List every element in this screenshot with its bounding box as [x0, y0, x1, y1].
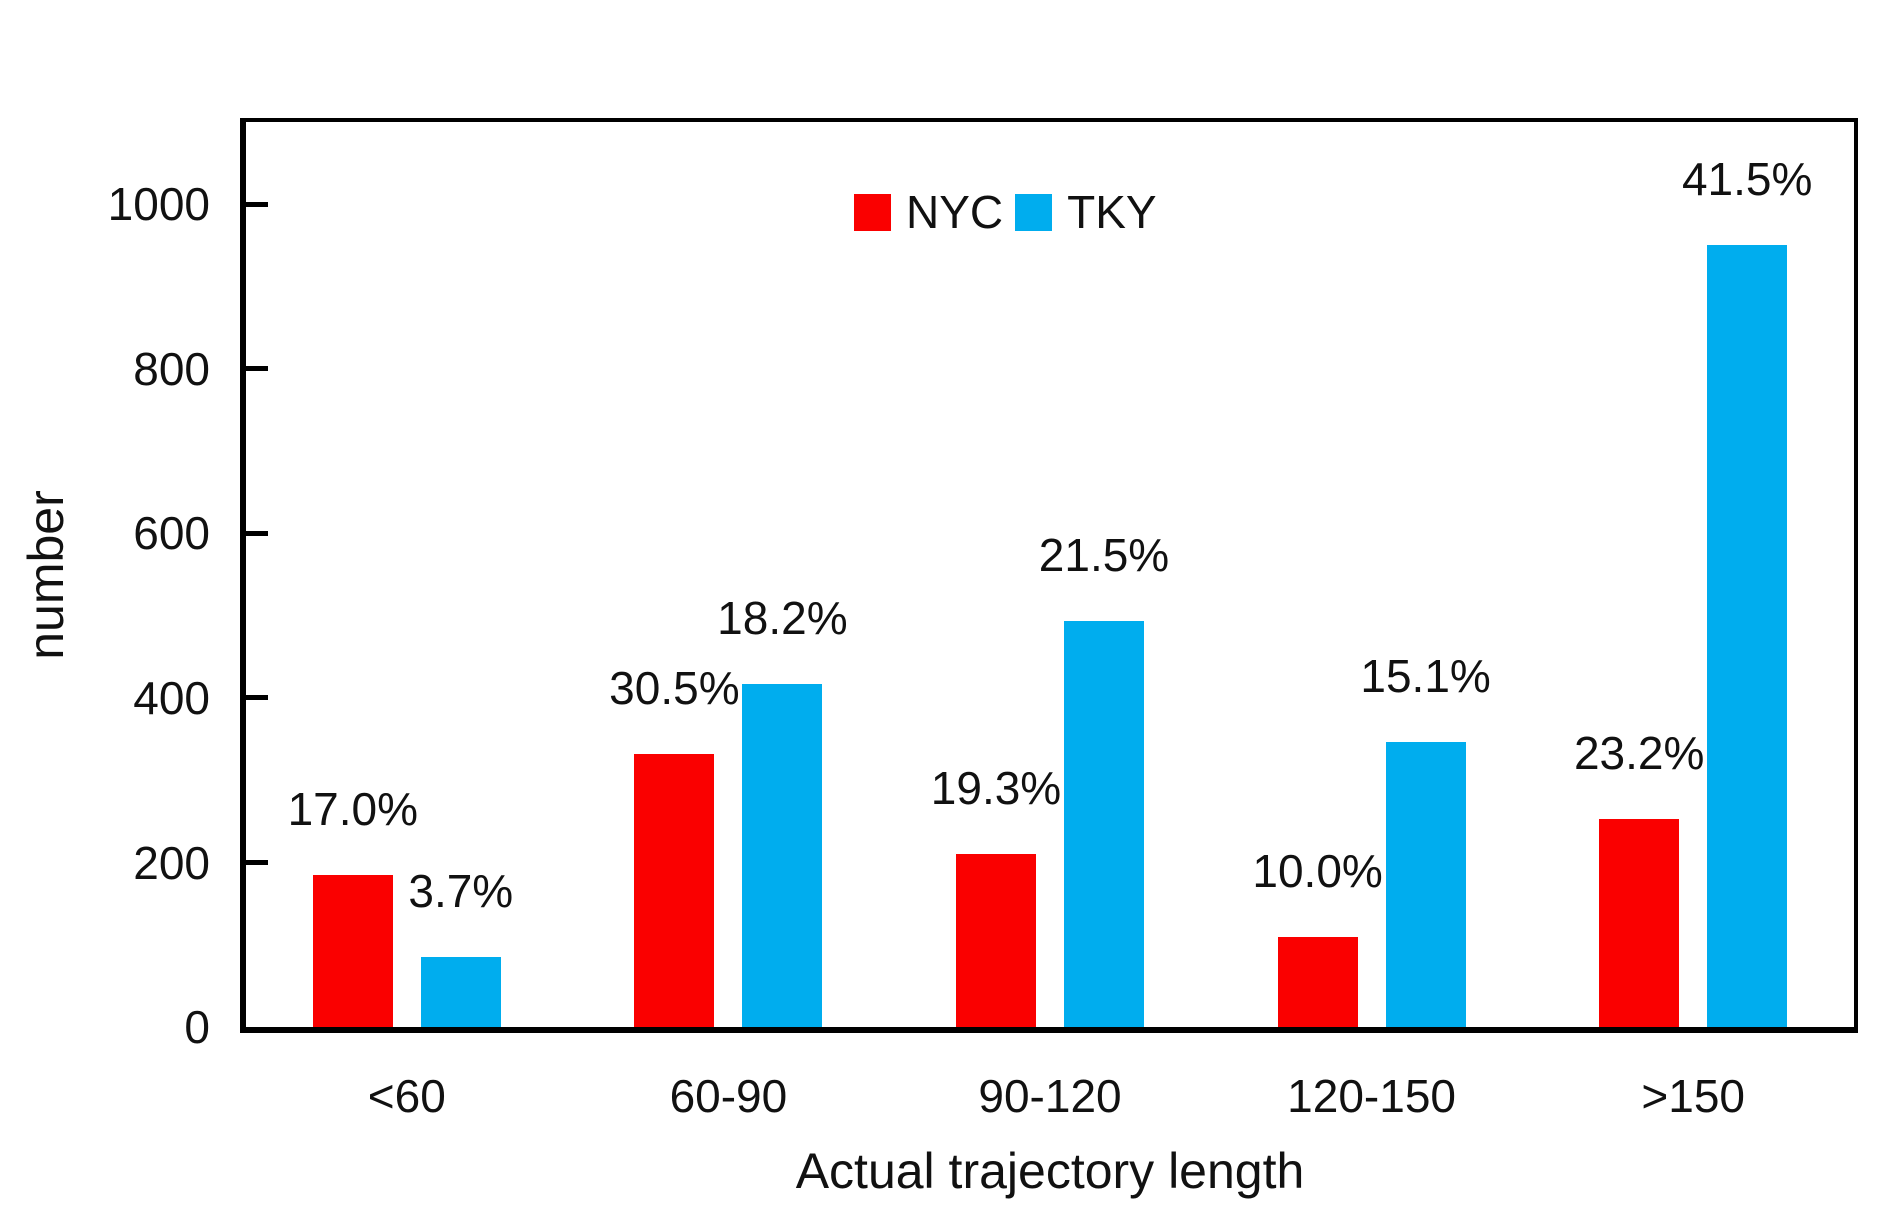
- legend-swatch-nyc: [854, 193, 891, 231]
- y-tick-label-600: 600: [133, 507, 210, 560]
- y-tick-200: [246, 860, 268, 865]
- legend-label-tky: TKY: [1067, 186, 1157, 238]
- x-tick-label-4: >150: [1641, 1070, 1745, 1122]
- bar-percent-label-tky-2: 21.5%: [1038, 529, 1170, 582]
- y-tick-600: [246, 530, 268, 536]
- y-tick-label-800: 800: [133, 342, 210, 395]
- y-tick-label-0: 0: [184, 1001, 210, 1053]
- y-tick-400: [246, 695, 268, 701]
- bar-percent-label-nyc-0: 17.0%: [287, 783, 419, 836]
- bar-tky-2: [1064, 621, 1144, 1027]
- y-tick-label-400: 400: [133, 671, 210, 724]
- bar-nyc-0: [312, 875, 393, 1027]
- bar-percent-label-tky-0: 3.7%: [408, 865, 514, 918]
- bar-percent-label-tky-3: 15.1%: [1360, 650, 1491, 703]
- plot-frame: NYC TKY 17.0% 3.7% 30.5% 18.2% 19.3% 21.5% 10.…: [240, 118, 1858, 1033]
- x-tick-label-2: 90-120: [978, 1070, 1122, 1122]
- bar-tky-0: [420, 957, 501, 1027]
- bar-tky-4: [1707, 245, 1788, 1027]
- bar-percent-label-tky-1: 18.2%: [717, 592, 848, 645]
- x-axis-title: Actual trajectory length: [795, 1143, 1305, 1199]
- bar-percent-label-tky-4: 41.5%: [1681, 153, 1813, 206]
- plot-inner: NYC TKY 17.0% 3.7% 30.5% 18.2% 19.3% 21.5% 10.…: [246, 122, 1854, 1027]
- bar-nyc-3: [1277, 937, 1358, 1027]
- x-tick-label-1: 60-90: [669, 1070, 788, 1122]
- bar-tky-1: [742, 684, 823, 1027]
- y-tick-label-200: 200: [133, 836, 210, 889]
- bar-percent-label-nyc-1: 30.5%: [609, 662, 740, 715]
- y-tick-1000: [246, 201, 268, 207]
- bar-percent-label-nyc-4: 23.2%: [1573, 727, 1705, 780]
- legend-swatch-tky: [1015, 193, 1053, 231]
- y-tick-label-1000: 1000: [107, 178, 210, 231]
- legend-label-nyc: NYC: [906, 186, 1004, 238]
- bar-percent-label-nyc-2: 19.3%: [930, 762, 1062, 815]
- bar-nyc-2: [956, 854, 1036, 1027]
- bar-nyc-4: [1599, 819, 1680, 1027]
- x-tick-label-0: <60: [367, 1070, 446, 1122]
- x-tick-label-3: 120-150: [1287, 1070, 1456, 1122]
- bar-nyc-1: [634, 754, 715, 1027]
- bar-tky-3: [1385, 742, 1466, 1027]
- y-tick-800: [246, 366, 268, 372]
- legend: NYC TKY: [854, 186, 1157, 238]
- bar-percent-label-nyc-3: 10.0%: [1252, 845, 1383, 898]
